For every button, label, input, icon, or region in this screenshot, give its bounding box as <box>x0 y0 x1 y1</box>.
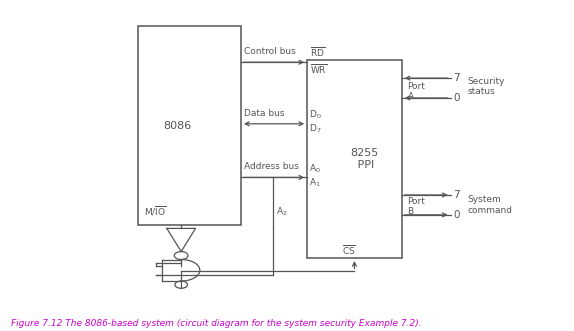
Bar <box>138 26 241 225</box>
Text: A$_0$
A$_1$: A$_0$ A$_1$ <box>309 162 321 189</box>
Text: 7: 7 <box>453 73 460 83</box>
Text: Security
status: Security status <box>468 77 505 96</box>
Text: $\overline{\mathrm{CS}}$: $\overline{\mathrm{CS}}$ <box>342 243 356 257</box>
Bar <box>307 60 402 258</box>
Text: Port
A: Port A <box>408 82 425 101</box>
Text: D$_0$
D$_7$: D$_0$ D$_7$ <box>309 109 321 135</box>
Text: System
command: System command <box>468 195 513 214</box>
Text: M/$\overline{\mathrm{IO}}$: M/$\overline{\mathrm{IO}}$ <box>144 205 166 218</box>
Text: Port
B: Port B <box>408 197 425 216</box>
Text: 8255
 PPI: 8255 PPI <box>350 148 378 170</box>
Text: Figure 7.12 The 8086-based system (circuit diagram for the system security Examp: Figure 7.12 The 8086-based system (circu… <box>11 319 422 328</box>
Text: 8086: 8086 <box>163 121 191 131</box>
Text: $\overline{\mathrm{RD}}$
$\overline{\mathrm{WR}}$: $\overline{\mathrm{RD}}$ $\overline{\mat… <box>310 46 327 75</box>
Text: Control bus: Control bus <box>244 47 296 56</box>
Text: Data bus: Data bus <box>244 109 285 118</box>
Text: 7: 7 <box>453 190 460 200</box>
Text: 0: 0 <box>453 210 460 220</box>
Text: Address bus: Address bus <box>244 163 299 171</box>
Text: 0: 0 <box>453 93 460 103</box>
Text: A$_2$: A$_2$ <box>276 206 287 218</box>
